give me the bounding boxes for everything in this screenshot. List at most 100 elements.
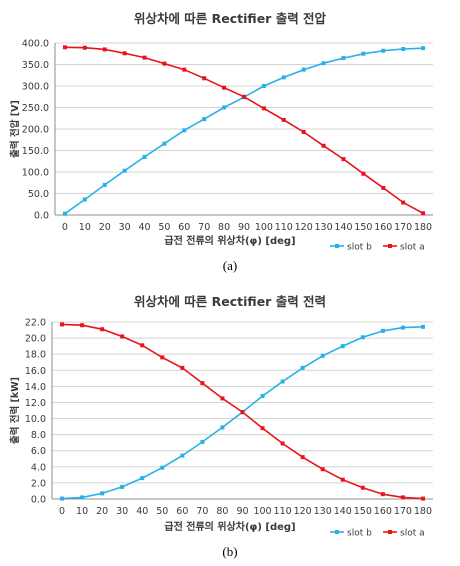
data-point <box>102 47 107 52</box>
data-point <box>261 84 266 88</box>
x-tick-label: 170 <box>394 222 412 233</box>
data-point <box>340 344 345 349</box>
data-point <box>60 496 65 501</box>
data-point <box>162 141 167 146</box>
data-point <box>220 425 225 430</box>
data-point <box>240 410 245 415</box>
data-point <box>160 465 165 470</box>
data-point <box>361 51 366 56</box>
data-point <box>140 476 145 481</box>
data-point <box>182 67 187 72</box>
y-tick-label: 350.0 <box>22 60 49 71</box>
data-point <box>301 130 306 135</box>
data-point <box>360 485 365 490</box>
data-point <box>400 495 405 500</box>
x-tick-label: 20 <box>99 222 111 233</box>
x-tick-label: 100 <box>255 222 273 233</box>
x-tick-label: 50 <box>156 506 168 517</box>
x-tick-label: 0 <box>59 506 65 517</box>
legend-item: slot a <box>383 529 425 539</box>
caption-b: (b) <box>222 544 238 559</box>
x-tick-label: 50 <box>158 222 170 233</box>
y-axis-label: 출력 전압 [V] <box>9 100 21 158</box>
chart-title: 위상차에 따른 Rectifier 출력 전력 <box>134 294 326 309</box>
data-point <box>360 335 365 340</box>
data-point <box>220 396 225 401</box>
data-point <box>320 467 325 472</box>
x-tick-label: 70 <box>198 222 210 233</box>
data-point <box>202 117 207 122</box>
data-point <box>180 453 185 458</box>
legend-label: slot b <box>347 529 372 539</box>
data-point <box>102 182 107 187</box>
legend-marker <box>388 244 392 248</box>
y-tick-label: 0.0 <box>34 211 49 222</box>
data-point <box>381 48 386 53</box>
data-point <box>400 325 405 330</box>
data-point <box>140 343 145 348</box>
chart-a: 위상차에 따른 Rectifier 출력 전압 0.0 50.0 100.0 150.0… <box>9 11 433 253</box>
x-tick-label: 90 <box>236 506 248 517</box>
legend-item: slot b <box>330 529 372 539</box>
y-tick-label: 6.0 <box>31 446 46 457</box>
x-tick-label: 30 <box>116 506 128 517</box>
x-tick-label: 70 <box>196 506 208 517</box>
data-point <box>162 61 167 66</box>
x-tick-label: 130 <box>314 506 332 517</box>
y-tick-label: 200.0 <box>22 125 49 136</box>
x-tick-label: 60 <box>178 222 190 233</box>
x-tick-label: 40 <box>136 506 148 517</box>
y-tick-label: 2.0 <box>31 478 46 489</box>
y-tick-label: 300.0 <box>22 82 49 93</box>
legend-label: slot a <box>400 529 425 539</box>
y-tick-label: 0.0 <box>31 495 46 506</box>
data-point <box>380 328 385 333</box>
data-point <box>280 441 285 446</box>
data-point <box>281 75 286 80</box>
data-point <box>120 484 125 489</box>
data-point <box>120 334 125 339</box>
data-point <box>60 322 65 327</box>
data-point <box>421 211 426 216</box>
data-point <box>321 61 326 66</box>
caption-a: (a) <box>222 258 238 273</box>
data-point <box>361 171 366 176</box>
data-point <box>80 323 85 328</box>
data-point <box>80 495 85 500</box>
x-tick-label: 30 <box>119 222 131 233</box>
y-tick-label: 22.0 <box>25 318 46 329</box>
data-point <box>122 168 127 173</box>
y-tick-label: 50.0 <box>28 189 49 200</box>
x-tick-label: 170 <box>394 506 412 517</box>
y-tick-label: 16.0 <box>25 366 46 377</box>
data-point <box>122 51 127 56</box>
data-point <box>260 426 265 431</box>
data-point <box>100 491 105 496</box>
x-tick-label: 140 <box>334 506 352 517</box>
data-point <box>380 492 385 497</box>
data-point <box>62 211 67 216</box>
data-point <box>62 45 67 50</box>
x-tick-label: 20 <box>96 506 108 517</box>
data-point <box>320 353 325 358</box>
y-tick-label: 10.0 <box>25 414 46 425</box>
x-tick-label: 10 <box>79 222 91 233</box>
data-point <box>420 496 425 501</box>
y-tick-label: 250.0 <box>22 103 49 114</box>
data-point <box>280 379 285 384</box>
legend-label: slot a <box>400 243 425 253</box>
x-tick-label: 40 <box>138 222 150 233</box>
data-point <box>421 46 426 51</box>
data-point <box>160 355 165 360</box>
data-point <box>301 67 306 72</box>
data-point <box>100 327 105 332</box>
data-point <box>222 85 227 90</box>
x-tick-label: 160 <box>374 222 392 233</box>
data-point <box>261 106 266 111</box>
data-point <box>401 47 406 52</box>
data-point <box>200 439 205 444</box>
data-point <box>82 45 87 50</box>
series-line-slot-b <box>64 47 424 215</box>
legend-marker <box>388 530 392 534</box>
